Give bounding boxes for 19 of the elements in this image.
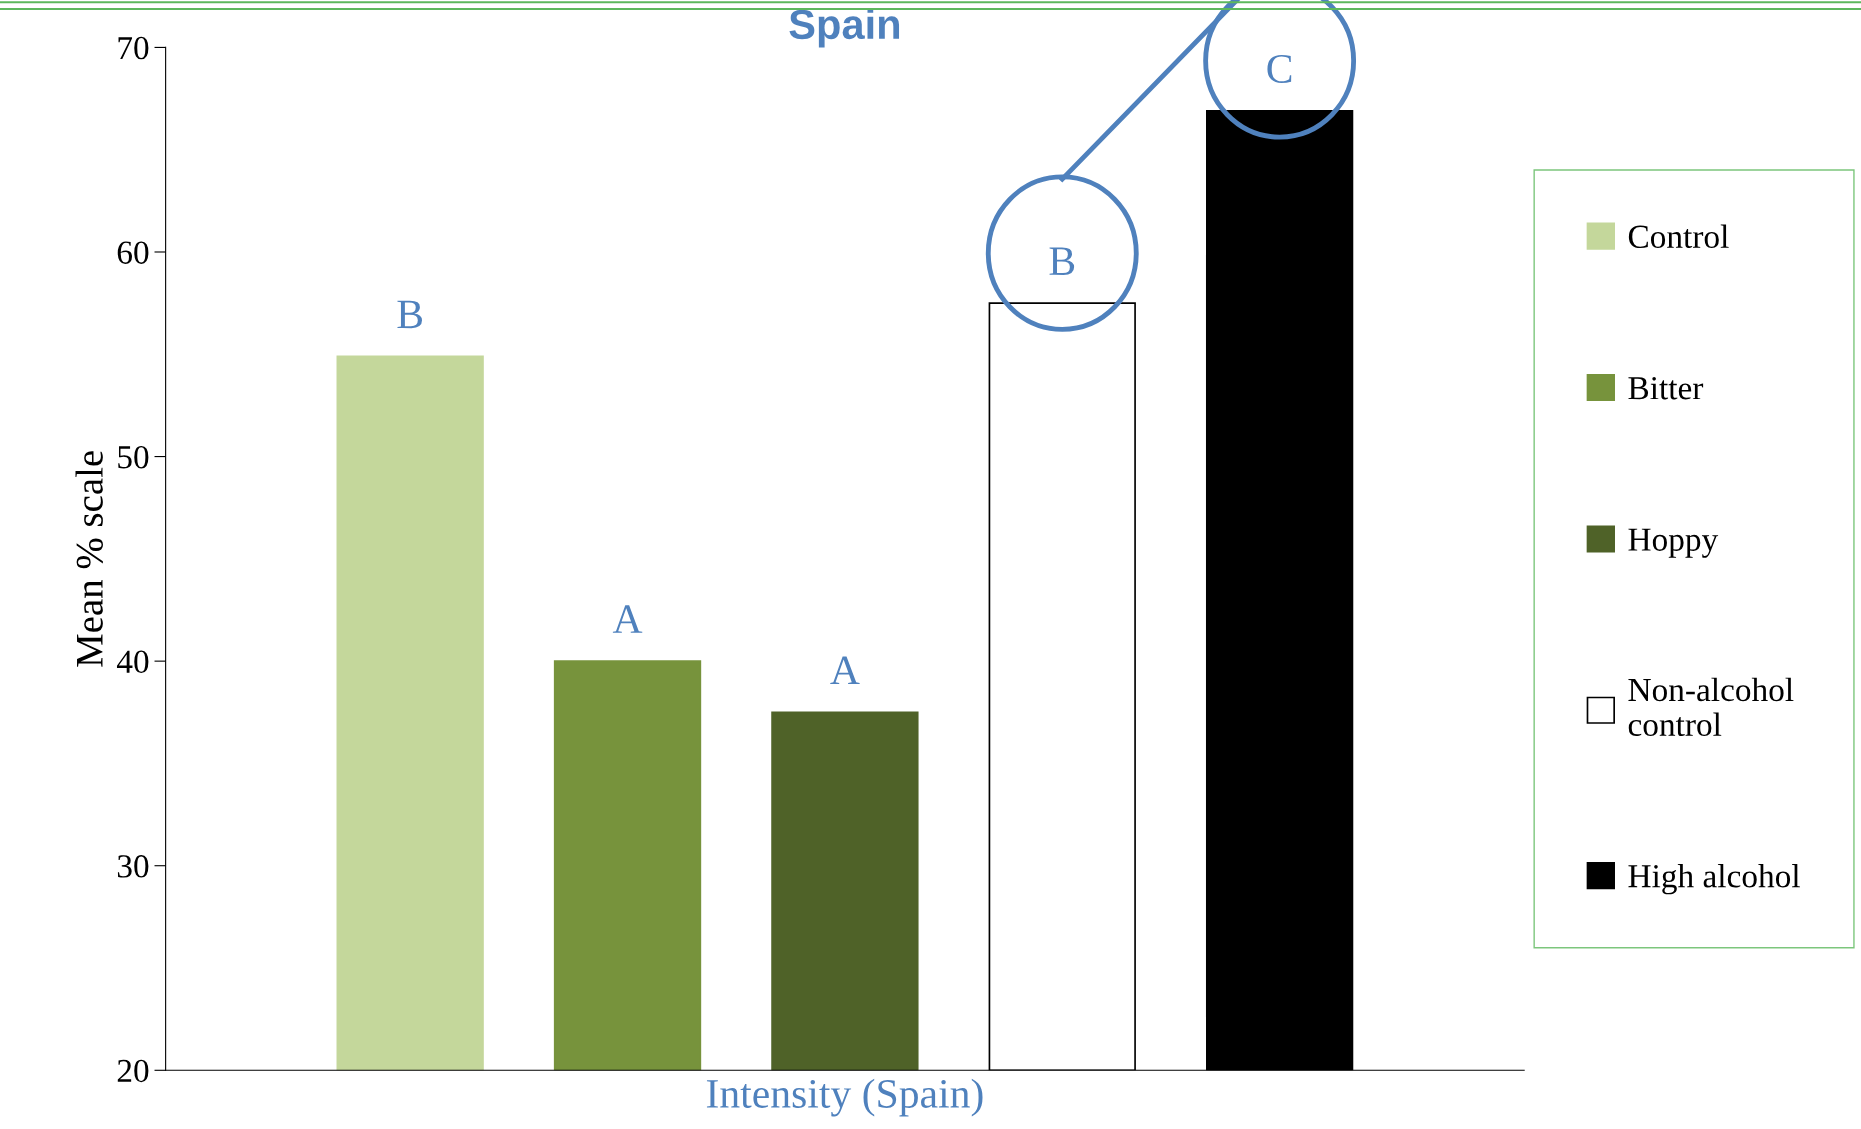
legend-label: Hoppy xyxy=(1628,528,1719,558)
y-axis-title: Mean % scale xyxy=(75,451,103,667)
legend-label: Non-alcohol control xyxy=(1628,677,1794,737)
annotation: B xyxy=(1049,247,1075,275)
annotation: B xyxy=(397,300,423,329)
legend-label: Bitter xyxy=(1628,377,1704,400)
y-tick-label: 30 xyxy=(117,855,149,878)
y-tick-label: 60 xyxy=(117,241,149,264)
x-tick-label: Intensity (Spain) xyxy=(706,1078,983,1117)
legend-label: High alcohol xyxy=(1628,864,1800,895)
y-tick-label: 50 xyxy=(118,445,149,469)
annotation: A xyxy=(612,605,643,633)
y-tick-label: 20 xyxy=(117,1059,149,1083)
annotation: C xyxy=(1267,54,1292,83)
chart-title: Spain xyxy=(789,8,900,48)
y-tick-label: 70 xyxy=(118,36,149,60)
y-tick-label: 40 xyxy=(116,650,149,674)
annotation: A xyxy=(830,656,860,684)
legend-label: Control xyxy=(1628,224,1729,249)
